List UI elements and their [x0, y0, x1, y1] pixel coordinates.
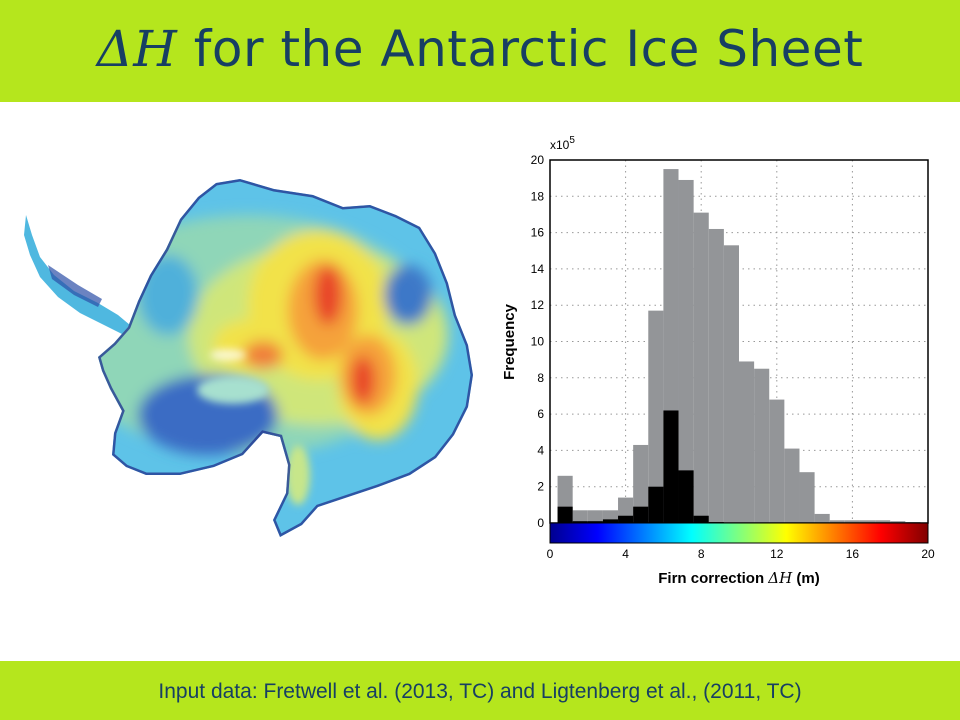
bar-all-data [723, 245, 739, 523]
bar-all-data [829, 520, 845, 523]
bar-subset-data [618, 515, 634, 523]
y-tick-label: 8 [537, 371, 544, 385]
bar-all-data [784, 448, 800, 523]
bar-all-data [799, 472, 815, 523]
x-tick-label: 16 [846, 547, 860, 561]
bar-all-data [844, 520, 860, 523]
antarctica-map [24, 179, 473, 537]
x-axis-label: Firn correction ΔH (m) [658, 569, 819, 587]
bar-subset-data [602, 519, 619, 523]
bar-subset-data [572, 521, 588, 523]
footer-band [0, 661, 960, 720]
bar-subset-data [557, 506, 573, 523]
bar-subset-data [678, 470, 694, 523]
y-tick-label: 20 [531, 153, 545, 167]
bar-all-data [739, 361, 755, 523]
firn-histogram: 0 2 4 6 8 10 12 14 16 18 20 0 4 8 12 16 20 x105 Frequen… [501, 135, 935, 587]
bar-all-data [572, 510, 588, 523]
y-tick-label: 14 [531, 262, 545, 276]
y-tick-label: 12 [531, 298, 545, 312]
x-tick-labels: 0 4 8 12 16 20 [547, 547, 935, 561]
bar-subset-data [663, 410, 679, 523]
bar-all-data [890, 521, 906, 523]
bar-all-data [875, 520, 891, 523]
bar-all-data [859, 520, 876, 523]
x-tick-label: 8 [698, 547, 705, 561]
x-tick-label: 20 [921, 547, 935, 561]
y-tick-label: 0 [537, 516, 544, 530]
title-text: for the Antarctic Ice Sheet [177, 20, 864, 78]
bar-all-data [678, 179, 694, 523]
y-tick-label: 18 [531, 189, 545, 203]
title-band [0, 0, 960, 102]
y-axis-label: Frequency [501, 303, 518, 380]
colorbar [549, 522, 929, 544]
slide-title: ΔH for the Antarctic Ice Sheet [0, 20, 960, 78]
y-tick-label: 2 [537, 480, 544, 494]
y-multiplier: x105 [550, 135, 575, 152]
histogram-subset-bars [557, 410, 724, 523]
y-tick-labels: 0 2 4 6 8 10 12 14 16 18 20 [531, 153, 545, 530]
bar-all-data [587, 510, 603, 523]
y-tick-label: 10 [531, 335, 545, 349]
bar-all-data [754, 368, 770, 523]
x-tick-label: 4 [622, 547, 629, 561]
bar-subset-data [587, 521, 603, 523]
bar-all-data [814, 513, 830, 523]
x-tick-label: 12 [770, 547, 784, 561]
footer-citation: Input data: Fretwell et al. (2013, TC) a… [158, 680, 802, 703]
title-delta-h: ΔH [96, 20, 178, 78]
y-tick-label: 16 [531, 226, 545, 240]
y-tick-label: 6 [537, 407, 544, 421]
bar-all-data [693, 212, 709, 523]
bar-all-data [708, 228, 724, 523]
bar-all-data [633, 444, 649, 523]
bar-subset-data [693, 515, 709, 523]
bar-all-data [648, 310, 664, 523]
x-tick-label: 0 [547, 547, 554, 561]
y-tick-label: 4 [537, 443, 544, 457]
bar-subset-data [648, 486, 664, 523]
bar-subset-data [633, 506, 649, 523]
bar-all-data [769, 399, 785, 523]
